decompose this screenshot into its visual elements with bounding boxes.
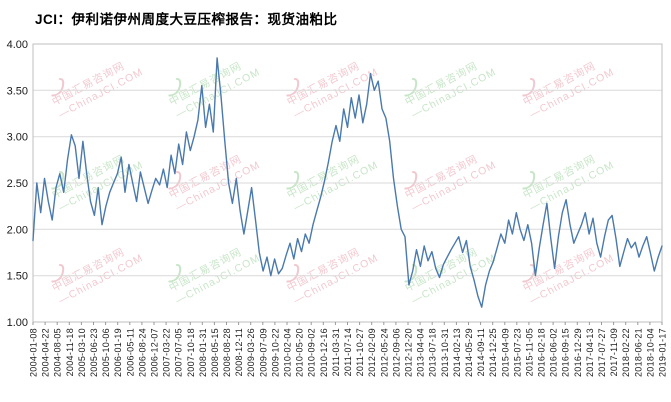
x-axis-label: 2019-01-17 bbox=[658, 328, 668, 377]
x-axis-label: 2017-04-13 bbox=[585, 328, 595, 377]
x-axis-label: 2004-11-18 bbox=[65, 328, 75, 376]
x-axis-label: 2013-04-04 bbox=[416, 328, 426, 377]
x-axis-label: 2010-05-20 bbox=[295, 328, 305, 377]
x-axis-label: 2005-10-06 bbox=[101, 328, 111, 377]
y-axis-label: 1.50 bbox=[7, 271, 28, 283]
x-axis-label: 2009-03-26 bbox=[246, 328, 256, 377]
x-axis-label: 2017-11-09 bbox=[609, 328, 619, 376]
x-axis-label: 2005-06-23 bbox=[89, 328, 99, 377]
chart-title: JCI：伊利诺伊州周度大豆压榨报告：现货油粕比 bbox=[35, 12, 338, 27]
x-axis-label: 2011-07-14 bbox=[343, 328, 353, 376]
x-axis-label: 2011-03-31 bbox=[331, 328, 341, 376]
x-axis-label: 2012-09-06 bbox=[391, 328, 401, 377]
x-axis-label: 2016-02-18 bbox=[537, 328, 547, 377]
x-axis-label: 2008-12-11 bbox=[234, 328, 244, 376]
x-axis-label: 2006-12-07 bbox=[150, 328, 160, 377]
x-axis-label: 2008-01-31 bbox=[198, 328, 208, 377]
x-axis-label: 2007-07-05 bbox=[174, 328, 184, 377]
x-axis-label: 2007-10-18 bbox=[186, 328, 196, 377]
x-axis-label: 2004-04-22 bbox=[41, 328, 51, 377]
y-axis-label: 2.00 bbox=[7, 224, 28, 236]
x-axis-label: 2006-05-11 bbox=[125, 328, 135, 376]
x-axis-label: 2017-07-27 bbox=[597, 328, 607, 377]
x-axis-label: 2010-09-02 bbox=[307, 328, 317, 377]
x-axis-label: 2015-07-23 bbox=[512, 328, 522, 377]
x-axis-label: 2018-06-21 bbox=[633, 328, 643, 377]
x-axis-label: 2010-12-16 bbox=[319, 328, 329, 377]
x-axis-label: 2018-10-04 bbox=[645, 328, 655, 377]
x-axis-label: 2016-09-15 bbox=[561, 328, 571, 377]
x-axis-label: 2016-06-02 bbox=[549, 328, 559, 377]
x-axis-label: 2005-03-10 bbox=[77, 328, 87, 377]
y-axis-label: 3.50 bbox=[7, 85, 28, 97]
x-axis-label: 2012-05-24 bbox=[379, 328, 389, 377]
x-axis-label: 2009-07-09 bbox=[258, 328, 268, 377]
x-axis-label: 2015-04-09 bbox=[500, 328, 510, 377]
x-axis-label: 2014-02-13 bbox=[452, 328, 462, 377]
x-axis-label: 2011-10-27 bbox=[355, 328, 365, 376]
y-axis-label: 1.00 bbox=[7, 317, 28, 329]
x-axis-label: 2004-08-05 bbox=[53, 328, 63, 377]
x-axis-label: 2012-02-09 bbox=[367, 328, 377, 377]
y-axis-label: 4.00 bbox=[7, 39, 28, 51]
x-axis-label: 2015-11-05 bbox=[524, 328, 534, 376]
x-axis-label: 2006-01-19 bbox=[113, 328, 123, 377]
y-axis-label: 3.00 bbox=[7, 132, 28, 144]
x-axis-label: 2007-03-22 bbox=[162, 328, 172, 377]
series-line bbox=[32, 57, 663, 308]
x-axis-label: 2013-10-31 bbox=[440, 328, 450, 377]
x-axis-label: 2014-05-29 bbox=[464, 328, 474, 377]
x-axis-label: 2013-07-18 bbox=[428, 328, 438, 377]
x-axis-label: 2010-02-04 bbox=[283, 328, 293, 377]
x-axis-label: 2008-05-15 bbox=[210, 328, 220, 377]
x-axis-label: 2006-08-24 bbox=[137, 328, 147, 377]
x-axis-label: 2014-12-25 bbox=[488, 328, 498, 377]
x-axis-label: 2008-08-28 bbox=[222, 328, 232, 377]
x-axis-label: 2018-02-22 bbox=[621, 328, 631, 377]
x-axis-label: 2014-09-11 bbox=[476, 328, 486, 376]
x-axis-label: 2012-12-20 bbox=[404, 328, 414, 377]
y-axis-label: 2.50 bbox=[7, 178, 28, 190]
x-axis-label: 2016-12-29 bbox=[573, 328, 583, 377]
x-axis-label: 2004-01-08 bbox=[29, 328, 39, 377]
x-axis-label: 2009-10-22 bbox=[270, 328, 280, 377]
